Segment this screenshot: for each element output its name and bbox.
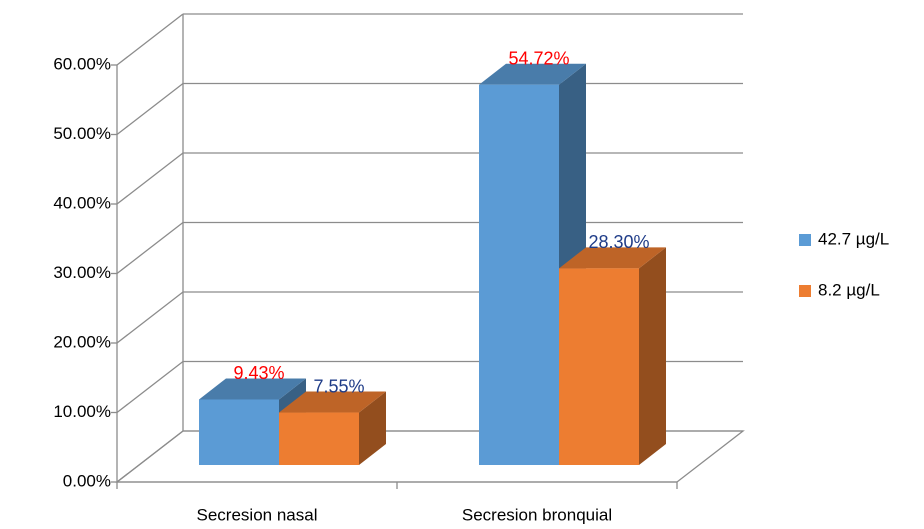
y-tick-label: 50.00%: [53, 124, 111, 143]
y-tick-label: 40.00%: [53, 193, 111, 212]
y-tick-label: 10.00%: [53, 402, 111, 421]
bar-side: [639, 247, 666, 465]
value-label: 7.55%: [313, 376, 364, 396]
y-tick-label: 0.00%: [63, 471, 111, 490]
value-label: 54.72%: [508, 48, 569, 68]
legend-label: 8.2 µg/L: [818, 280, 880, 299]
wall-grid-line: [116, 291, 184, 344]
wall-grid-line: [116, 221, 184, 275]
bar: [199, 399, 279, 465]
bar-top: [279, 391, 386, 413]
bar: [279, 412, 359, 465]
legend-swatch: [799, 285, 811, 297]
x-tick-label: Secresion nasal: [197, 505, 318, 524]
bar: [559, 268, 639, 465]
y-tick-label: 60.00%: [53, 54, 111, 73]
wall-grid-line: [116, 13, 184, 66]
y-tick-label: 30.00%: [53, 263, 111, 282]
wall-grid-line: [116, 430, 184, 483]
wall-grid-line: [116, 82, 184, 136]
wall-grid-line: [116, 152, 184, 205]
bar-side: [359, 391, 386, 465]
bar-top: [479, 63, 586, 85]
value-label: 9.43%: [233, 363, 284, 383]
bar: [479, 84, 559, 466]
bar-top: [199, 378, 306, 400]
value-label: 28.30%: [588, 232, 649, 252]
bar-top: [559, 247, 666, 269]
y-tick-label: 20.00%: [53, 332, 111, 351]
wall-grid-line: [116, 360, 184, 414]
x-tick-label: Secresion bronquial: [462, 505, 612, 524]
legend-swatch: [799, 234, 811, 246]
legend-label: 42.7 µg/L: [818, 229, 889, 248]
